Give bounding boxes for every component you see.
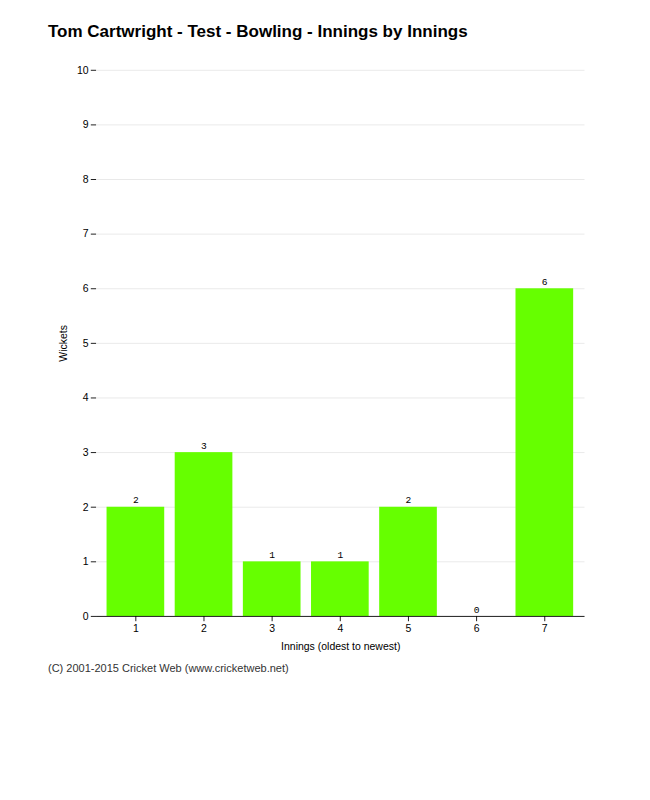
- svg-text:3: 3: [83, 447, 89, 458]
- svg-text:7: 7: [83, 228, 89, 239]
- svg-text:3: 3: [269, 623, 275, 634]
- svg-text:7: 7: [542, 623, 548, 634]
- svg-text:0: 0: [83, 611, 89, 622]
- svg-text:1: 1: [269, 550, 275, 561]
- svg-text:6: 6: [474, 623, 480, 634]
- svg-text:9: 9: [83, 119, 89, 130]
- svg-text:3: 3: [201, 441, 207, 452]
- svg-text:6: 6: [542, 277, 548, 288]
- svg-text:2: 2: [83, 502, 89, 513]
- svg-text:Wickets: Wickets: [58, 325, 69, 362]
- svg-text:1: 1: [83, 556, 89, 567]
- svg-text:5: 5: [406, 623, 412, 634]
- svg-text:Innings (oldest to newest): Innings (oldest to newest): [281, 641, 400, 652]
- svg-text:10: 10: [77, 65, 89, 76]
- svg-text:4: 4: [83, 392, 89, 403]
- svg-text:2: 2: [201, 623, 207, 634]
- svg-text:6: 6: [83, 283, 89, 294]
- svg-text:2: 2: [133, 495, 139, 506]
- svg-text:1: 1: [337, 550, 343, 561]
- svg-text:2: 2: [406, 495, 412, 506]
- svg-text:1: 1: [133, 623, 139, 634]
- svg-text:5: 5: [83, 338, 89, 349]
- html-text:(C) 2001-2015 Cricket Web (www: (C) 2001-2015 Cricket Web (www.cricketwe…: [48, 661, 289, 674]
- svg-text:0: 0: [474, 605, 480, 616]
- html-text:Tom Cartwright - Test - Bowlin: Tom Cartwright - Test - Bowling - Inning…: [48, 22, 468, 41]
- svg-text:4: 4: [337, 623, 343, 634]
- svg-text:8: 8: [83, 174, 89, 185]
